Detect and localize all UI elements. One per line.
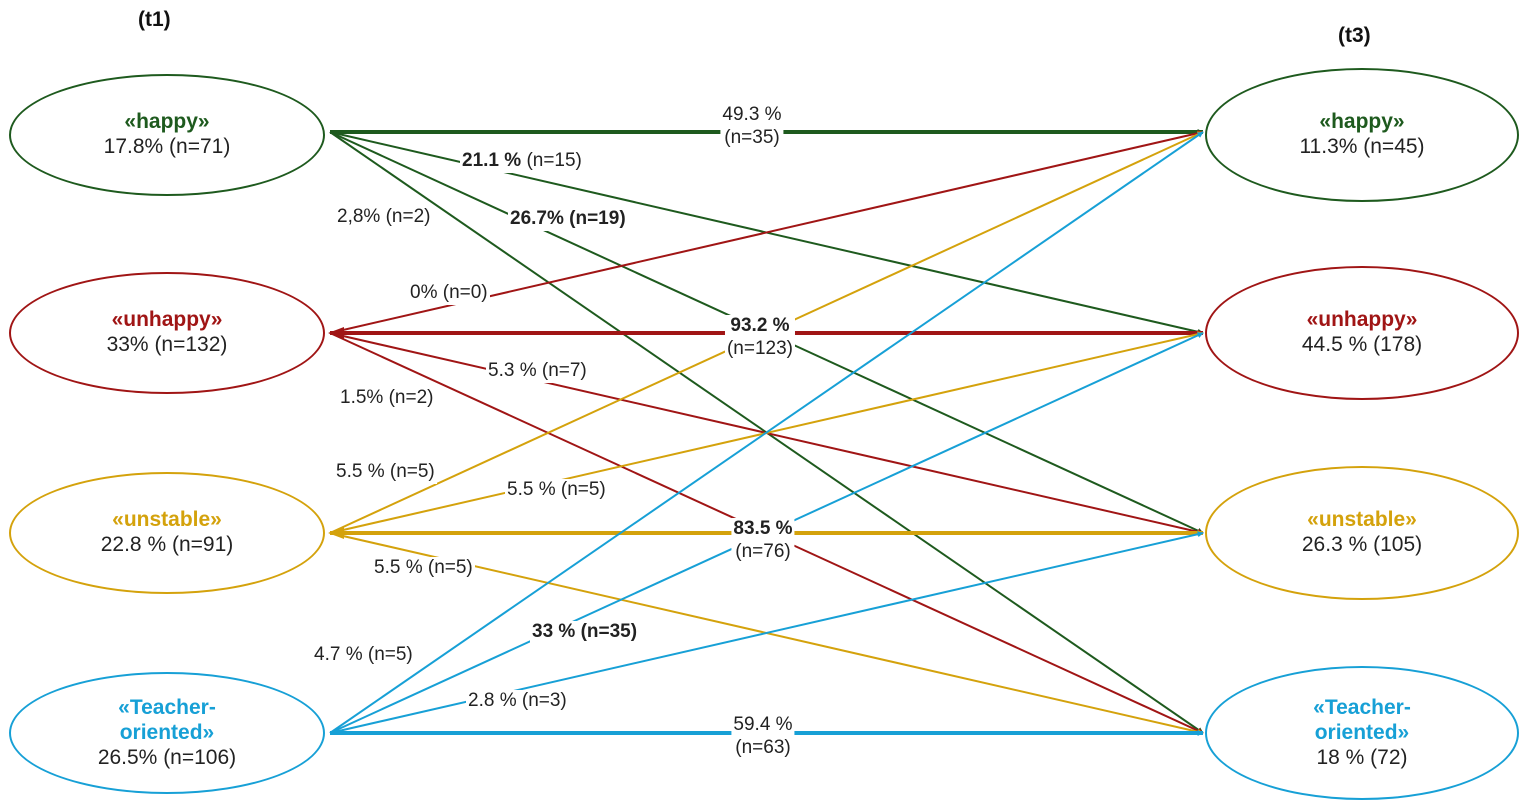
edge-label-pct: 2,8% (n=2) <box>337 206 431 227</box>
edge-label-pct: 5.5 % (n=5) <box>507 479 606 500</box>
node-name: «unstable» <box>1307 508 1417 532</box>
node-right-happy: «happy» 11.3% (n=45) <box>1205 68 1519 202</box>
node-right-unhappy: «unhappy» 44.5 % (178) <box>1205 266 1519 400</box>
node-stat: 18 % (72) <box>1316 746 1408 770</box>
node-stat: 22.8 % (n=91) <box>100 533 234 557</box>
node-stat: 44.5 % (178) <box>1301 333 1423 357</box>
edge-label-pct: 0% (n=0) <box>410 282 488 303</box>
edge-label-unstable-unhappy: 5.5 % (n=5) <box>505 479 608 502</box>
node-stat: 17.8% (n=71) <box>103 135 231 159</box>
edge-label-pct: 1.5% (n=2) <box>340 387 434 408</box>
edge-label-teacher-unhappy: 33 % (n=35) <box>530 621 640 644</box>
time-label-left: (t1) <box>138 8 171 31</box>
node-stat: 33% (n=132) <box>106 333 228 357</box>
edge-label-pct: 83.5 % <box>733 518 793 539</box>
edge-label-unhappy-unstable: 5.3 % (n=7) <box>486 360 589 383</box>
edge-label-n: (n=123) <box>726 337 794 359</box>
node-name: «unstable» <box>112 508 222 532</box>
node-left-teacher: «Teacher-oriented» 26.5% (n=106) <box>9 672 325 794</box>
node-name: «Teacher-oriented» <box>1313 695 1411 744</box>
source-arrowhead-unstable <box>328 527 344 539</box>
edge-label-n: (n=76) <box>735 540 791 562</box>
node-name: «unhappy» <box>1306 308 1418 332</box>
node-right-unstable: «unstable» 26.3 % (105) <box>1205 466 1519 600</box>
edge-label-pct: 5.3 % (n=7) <box>488 360 587 381</box>
edge-label-n: (n=15) <box>526 150 582 171</box>
edge-label-n: (n=35) <box>724 126 780 148</box>
edge-label-pct: 26.7% (n=19) <box>510 208 626 229</box>
edge-label-n: (n=63) <box>735 736 791 758</box>
edge-label-teacher-happy: 4.7 % (n=5) <box>312 644 415 667</box>
source-arrowhead-unhappy <box>328 327 344 339</box>
node-left-unstable: «unstable» 22.8 % (n=91) <box>9 472 325 594</box>
edge-label-happy-unhappy: 21.1 % (n=15) <box>460 150 584 173</box>
edge-label-pct: 93.2 % <box>730 315 790 336</box>
edge-label-teacher-teacher: 59.4 % (n=63) <box>731 714 795 760</box>
edge-label-pct: 2.8 % (n=3) <box>468 690 567 711</box>
edge-label-pct: 33 % (n=35) <box>532 621 638 642</box>
edge-label-pct: 59.4 % <box>733 714 793 735</box>
node-stat: 26.3 % (105) <box>1301 533 1423 557</box>
node-name: «Teacher-oriented» <box>118 695 216 744</box>
edge-teacher-to-happy <box>329 131 1204 734</box>
node-stat: 26.5% (n=106) <box>97 746 237 770</box>
node-name: «happy» <box>1319 110 1405 134</box>
time-label-right: (t3) <box>1338 24 1371 47</box>
node-name: «unhappy» <box>111 308 223 332</box>
node-stat: 11.3% (n=45) <box>1299 135 1425 159</box>
node-right-teacher: «Teacher-oriented» 18 % (72) <box>1205 666 1519 800</box>
node-left-unhappy: «unhappy» 33% (n=132) <box>9 272 325 394</box>
edge-label-happy-unstable: 26.7% (n=19) <box>508 208 628 231</box>
edge-label-unhappy-teacher: 1.5% (n=2) <box>338 387 436 410</box>
edge-label-pct: 4.7 % (n=5) <box>314 644 413 665</box>
edge-label-unstable-unstable: 83.5 % (n=76) <box>731 518 795 564</box>
edge-label-happy-teacher: 2,8% (n=2) <box>335 206 433 229</box>
edge-label-pct: 49.3 % <box>722 104 782 125</box>
edge-label-unhappy-unhappy: 93.2 % (n=123) <box>724 315 796 361</box>
edge-label-unhappy-happy: 0% (n=0) <box>408 282 490 305</box>
edge-label-teacher-unstable: 2.8 % (n=3) <box>466 690 569 713</box>
edge-label-pct: 5.5 % (n=5) <box>374 557 473 578</box>
edge-label-happy-happy: 49.3 % (n=35) <box>720 104 784 150</box>
edge-label-pct: 5.5 % (n=5) <box>336 461 435 482</box>
edge-label-unstable-happy: 5.5 % (n=5) <box>334 461 437 484</box>
node-name: «happy» <box>124 110 210 134</box>
edge-label-pct: 21.1 % <box>462 150 522 171</box>
edge-label-unstable-teacher: 5.5 % (n=5) <box>372 557 475 580</box>
node-left-happy: «happy» 17.8% (n=71) <box>9 74 325 196</box>
